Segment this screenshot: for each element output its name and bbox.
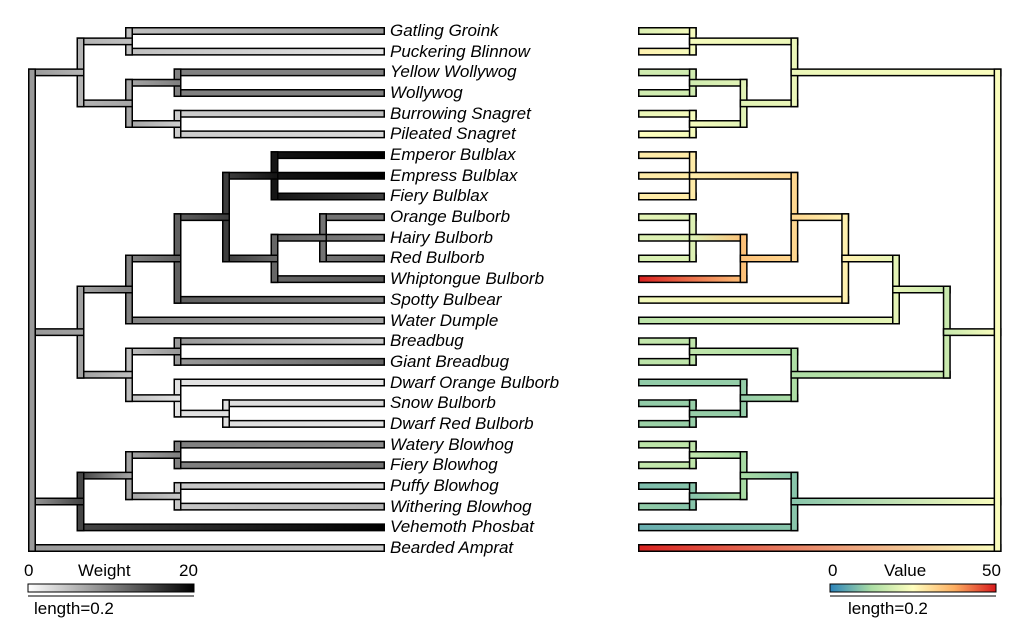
tip-label: Snow Bulborb: [390, 393, 496, 413]
tip-label: Fiery Bulblax: [390, 186, 489, 206]
tip-label: Watery Blowhog: [390, 434, 514, 454]
tip-label: Empress Bulblax: [390, 165, 518, 185]
tip-label: Breadbug: [390, 331, 464, 351]
tip-label: Puffy Blowhog: [390, 475, 499, 495]
tip-label: Water Dumple: [390, 310, 499, 330]
tip-label: Vehemoth Phosbat: [390, 517, 534, 537]
value-legend-min: 0: [828, 561, 838, 580]
weight-legend-length: length=0.2: [34, 599, 114, 618]
tip-label: Dwarf Red Bulborb: [390, 413, 534, 433]
weight-colorbar: [27, 583, 195, 593]
tip-label: Wollywog: [390, 83, 463, 103]
tip-label: Yellow Wollywog: [390, 62, 517, 82]
value-legend: [829, 583, 997, 597]
value-legend-title: Value: [884, 561, 927, 580]
tip-label: Pileated Snagret: [390, 124, 516, 144]
value-legend-max: 50: [982, 561, 1001, 580]
weight-legend: [27, 583, 195, 597]
left-tree: [28, 27, 385, 552]
tip-label: Dwarf Orange Bulborb: [390, 372, 560, 392]
value-legend-length: length=0.2: [848, 599, 928, 618]
tip-label: Fiery Blowhog: [390, 455, 498, 475]
right-tree: [638, 27, 1002, 552]
tip-label: Gatling Groink: [390, 21, 499, 40]
tip-label: Spotty Bulbear: [390, 289, 502, 309]
tip-label: Emperor Bulblax: [390, 145, 516, 165]
tip-label: Giant Breadbug: [390, 351, 510, 371]
tip-label: Hairy Bulborb: [390, 227, 493, 247]
tip-label: Whiptongue Bulborb: [390, 269, 545, 289]
tip-label: Red Bulborb: [390, 248, 485, 268]
tip-label: Withering Blowhog: [390, 496, 532, 516]
weight-legend-title: Weight: [78, 561, 131, 580]
value-colorbar: [829, 583, 997, 593]
tip-label: Burrowing Snagret: [390, 103, 531, 123]
tip-label: Orange Bulborb: [390, 207, 511, 227]
weight-legend-min: 0: [24, 561, 34, 580]
weight-legend-max: 20: [179, 561, 198, 580]
tip-label: Puckering Blinnow: [390, 41, 530, 61]
tip-label: Bearded Amprat: [390, 538, 514, 557]
